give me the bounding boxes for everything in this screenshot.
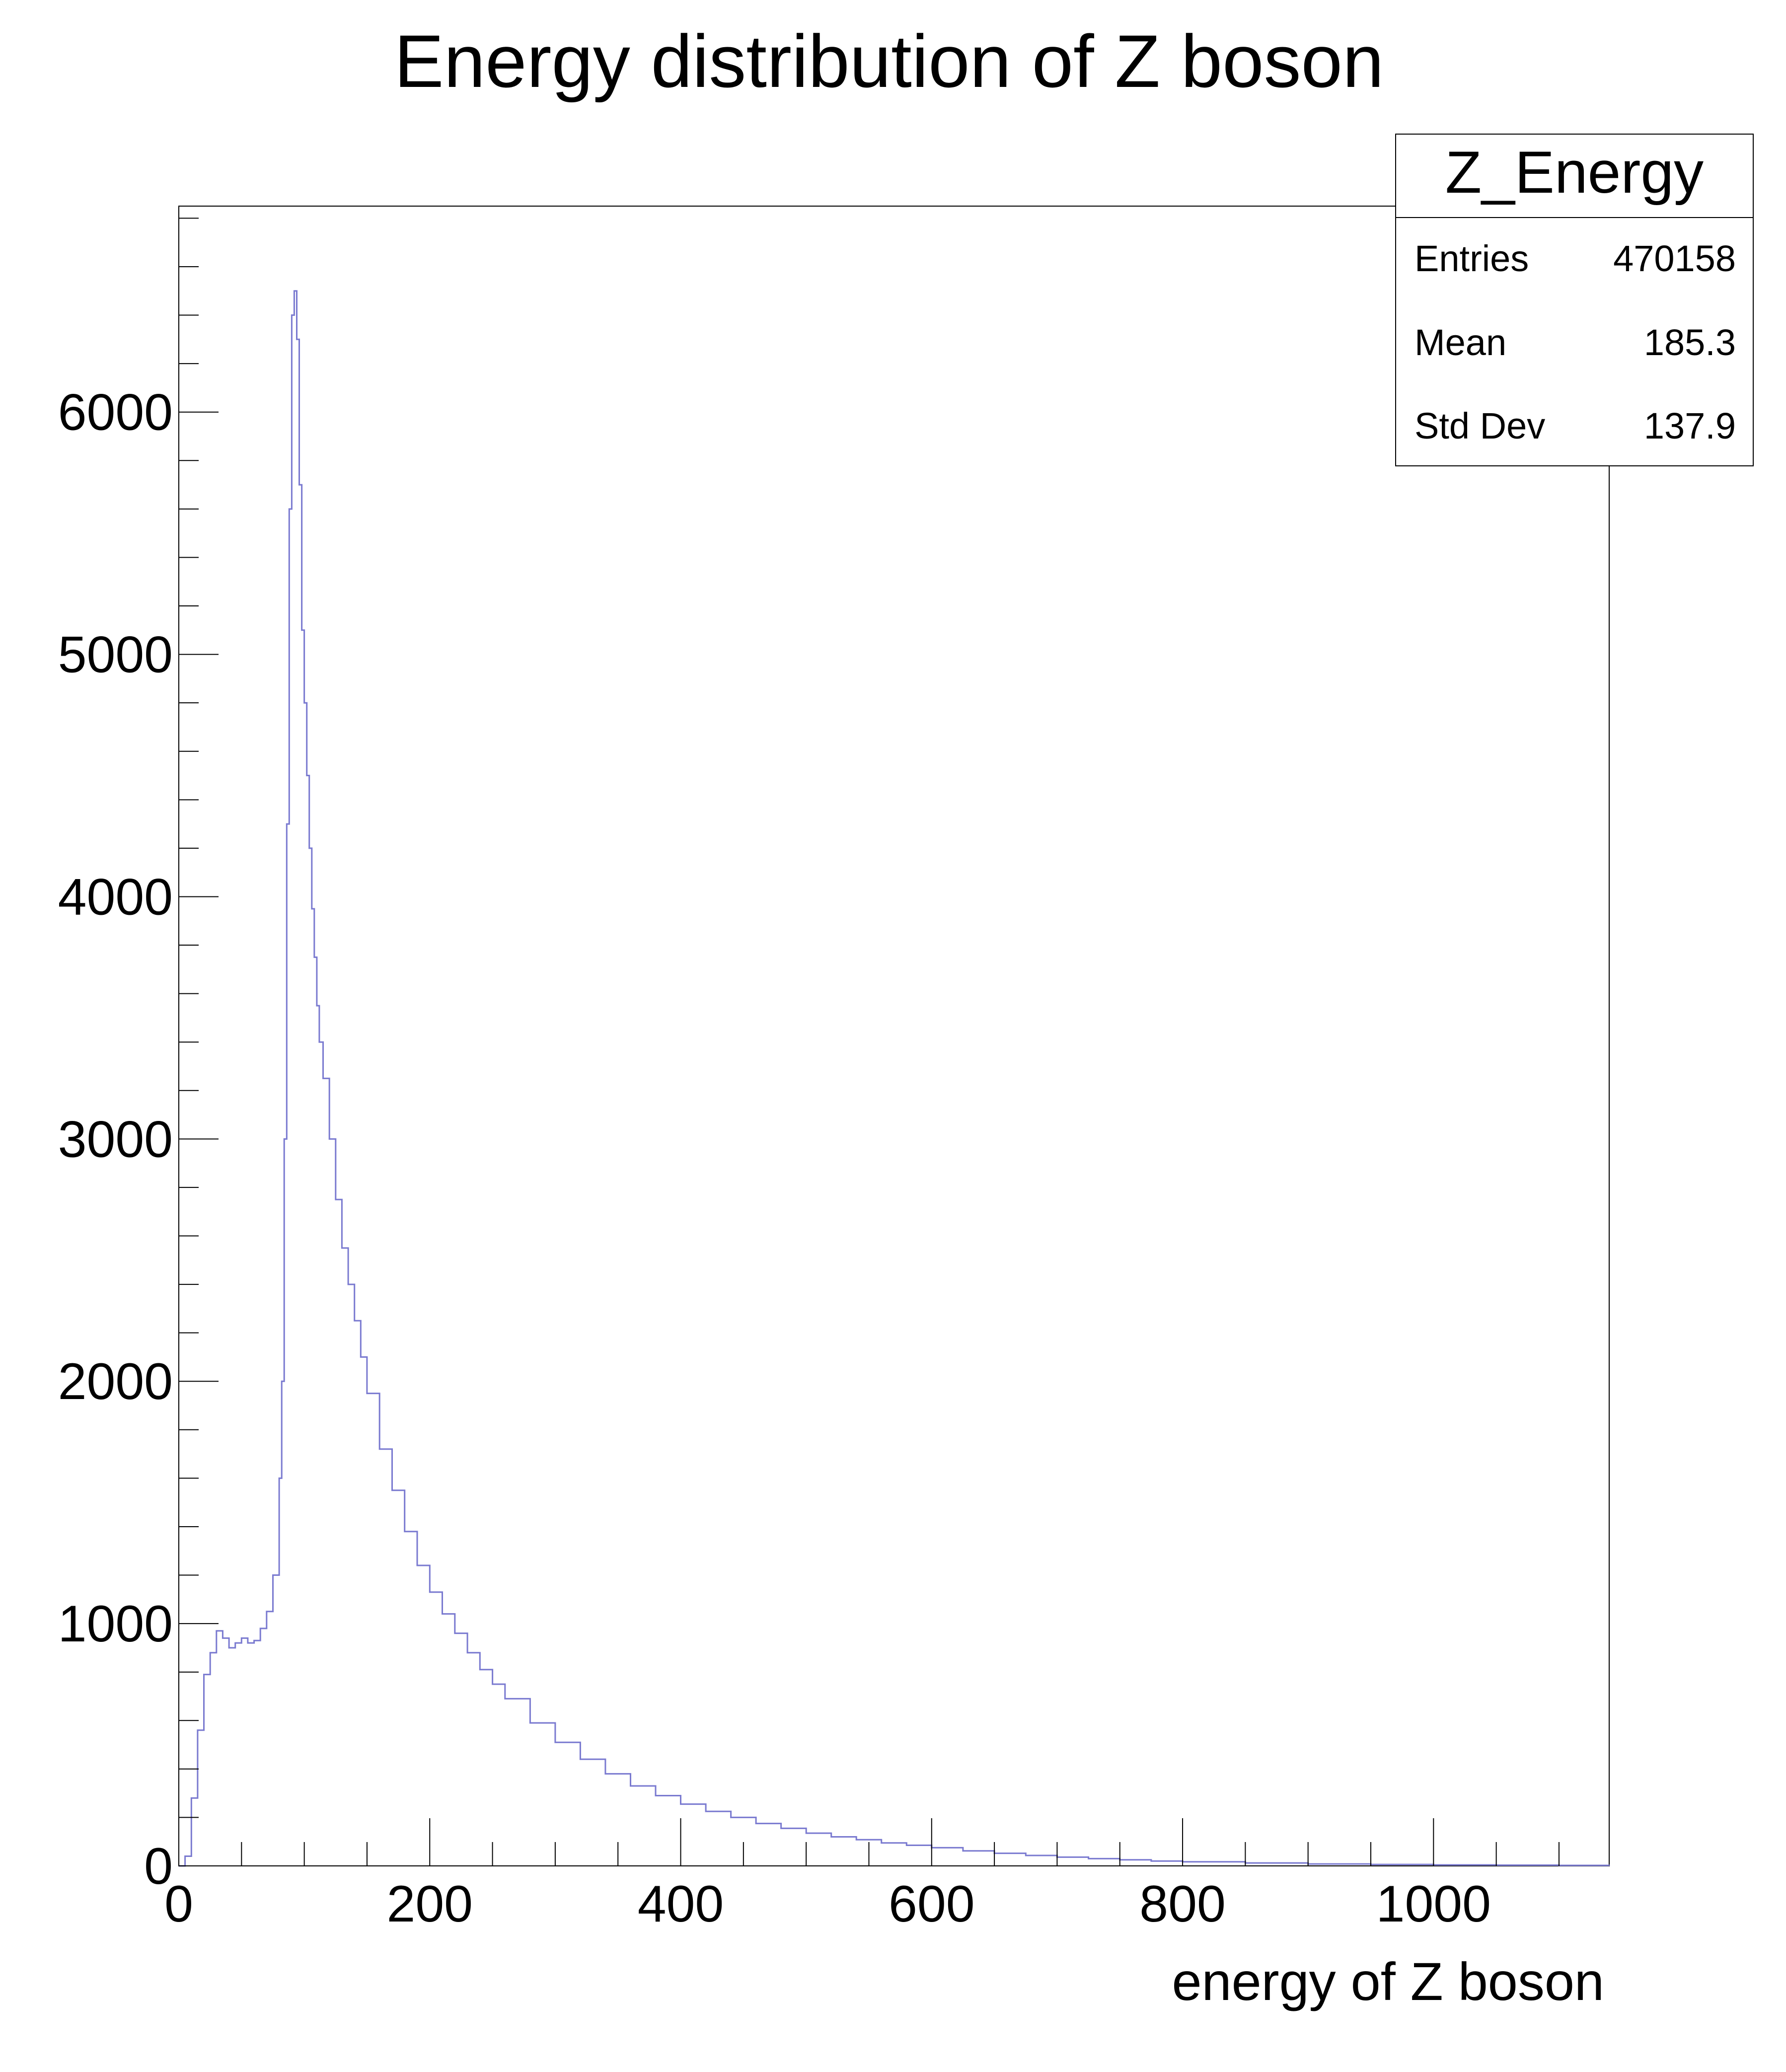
- y-tick-label: 0: [144, 1838, 173, 1895]
- stats-value-entries: 470158: [1613, 238, 1736, 279]
- y-axis-ticks: [179, 218, 219, 1866]
- x-axis-title: energy of Z boson: [1172, 1951, 1604, 2011]
- x-tick-label: 400: [638, 1875, 724, 1933]
- x-tick-label: 800: [1139, 1875, 1226, 1933]
- stats-value-mean: 185.3: [1644, 322, 1736, 363]
- stats-box: Z_Energy Entries 470158 Mean 185.3 Std D…: [1395, 134, 1754, 466]
- y-tick-label: 2000: [58, 1353, 173, 1410]
- x-tick-label: 600: [889, 1875, 975, 1933]
- x-tick-label: 1000: [1376, 1875, 1491, 1933]
- x-axis-ticks: [178, 1818, 1560, 1866]
- histogram-series-line: [179, 290, 1610, 1867]
- plot-frame: [178, 206, 1610, 1866]
- stats-label-entries: Entries: [1414, 238, 1529, 279]
- y-tick-label: 6000: [58, 384, 173, 442]
- y-tick-label: 5000: [58, 626, 173, 684]
- chart-title: Energy distribution of Z boson: [394, 19, 1384, 103]
- stats-label-mean: Mean: [1414, 322, 1506, 363]
- stats-box-title: Z_Energy: [1445, 139, 1704, 206]
- x-tick-label: 0: [164, 1875, 193, 1933]
- stats-value-stddev: 137.9: [1644, 405, 1736, 446]
- stats-label-stddev: Std Dev: [1414, 405, 1545, 446]
- y-tick-label: 3000: [58, 1110, 173, 1168]
- stats-box-frame: [1395, 134, 1754, 466]
- y-tick-label: 1000: [58, 1595, 173, 1653]
- x-tick-label: 200: [386, 1875, 473, 1933]
- y-tick-label: 4000: [58, 868, 173, 926]
- x-axis-tick-labels: 0 200 400 600 800 1000: [164, 1875, 1491, 1933]
- y-axis-tick-labels: 0 1000 2000 3000 4000 5000 6000: [58, 384, 173, 1895]
